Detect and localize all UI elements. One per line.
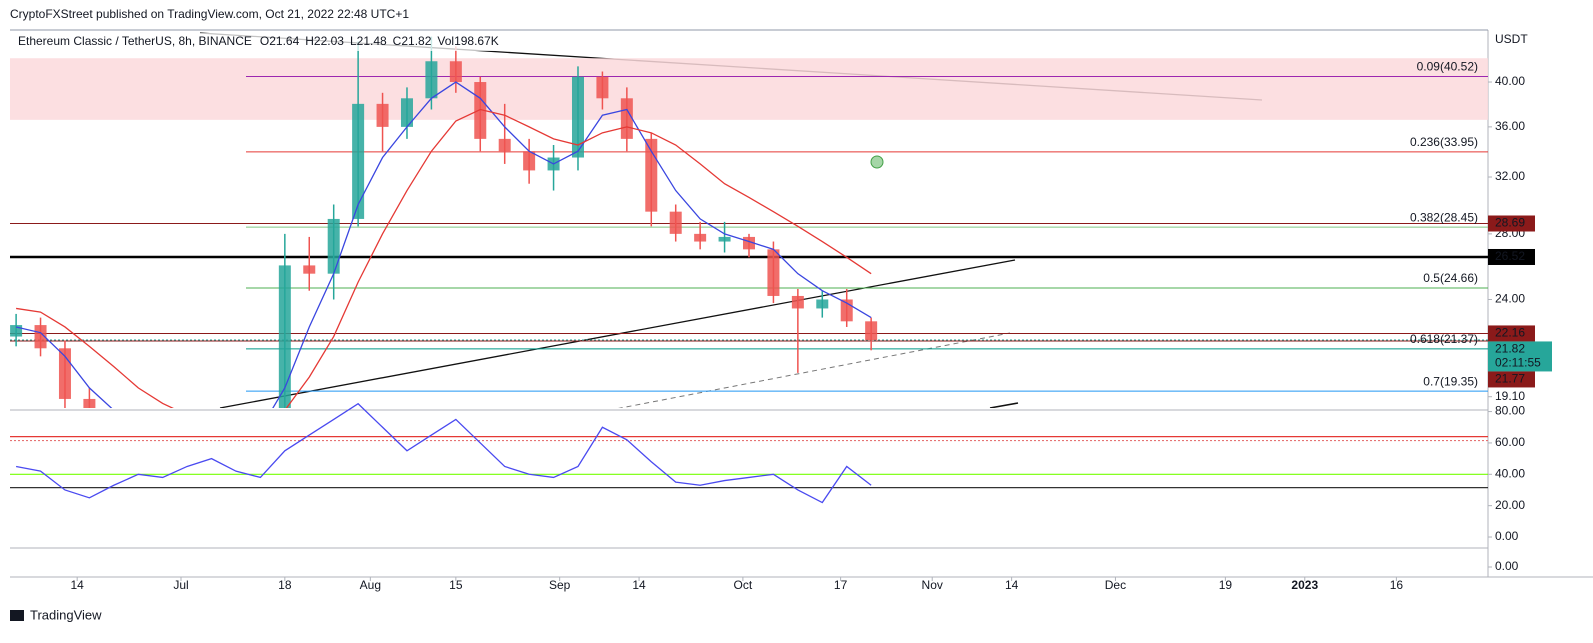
candle-body xyxy=(596,76,609,99)
legend-value: 22.03 xyxy=(314,34,344,48)
candle-body xyxy=(865,321,878,341)
x-tick-label: 16 xyxy=(1390,578,1404,592)
candle-body xyxy=(694,233,707,242)
price-label-box xyxy=(1488,341,1552,372)
price-label-box xyxy=(1488,248,1535,265)
legend-bg xyxy=(14,33,514,51)
countdown-label: 02:11:55 xyxy=(1495,356,1541,370)
resistance-zone xyxy=(10,58,1488,120)
candle-body xyxy=(571,76,584,158)
price-label-box xyxy=(1488,215,1535,232)
x-tick-label: 18 xyxy=(278,578,292,592)
x-tick-label: Sep xyxy=(549,578,571,592)
legend-key: Vol xyxy=(437,34,454,48)
candle-body xyxy=(523,151,536,171)
legend-key: L xyxy=(350,34,357,48)
x-tick-label: Oct xyxy=(734,578,753,592)
price-pane xyxy=(10,36,1488,408)
x-tick-label: 14 xyxy=(71,578,85,592)
price-label: 22.16 xyxy=(1495,326,1525,340)
x-tick-label: Jul xyxy=(173,578,188,592)
y-tick-label: 40.00 xyxy=(1495,74,1525,88)
x-tick-label: Nov xyxy=(922,578,943,592)
fib-label: 0.236(33.95) xyxy=(1410,135,1478,149)
brand-logo xyxy=(10,610,24,621)
fib-label: 0.382(28.45) xyxy=(1410,210,1478,224)
candle-body xyxy=(278,265,291,408)
candle-body xyxy=(83,398,96,408)
candle-body xyxy=(816,299,829,309)
y-tick-label: 24.00 xyxy=(1495,292,1525,306)
x-tick-label: 17 xyxy=(834,578,848,592)
y-tick-label: 19.10 xyxy=(1495,389,1525,403)
candle-body xyxy=(645,138,658,212)
candle-body xyxy=(449,61,462,83)
x-tick-label: Aug xyxy=(360,578,381,592)
y-tick-label: 60.00 xyxy=(1495,435,1525,449)
y-tick-label: 20.00 xyxy=(1495,498,1525,512)
y-tick-label: 40.00 xyxy=(1495,466,1525,480)
price-label-box xyxy=(1488,371,1535,388)
moving-average xyxy=(16,108,872,408)
x-tick-label: 14 xyxy=(1005,578,1019,592)
marker-circle xyxy=(870,155,884,169)
candle-body xyxy=(718,236,731,242)
y-tick-label: 0.00 xyxy=(1495,529,1519,543)
trend-line-dashed xyxy=(618,332,1011,408)
x-tick-label: 15 xyxy=(449,578,463,592)
price-label: 28.69 xyxy=(1495,216,1525,230)
y-tick-label: 0.00 xyxy=(1495,559,1519,573)
fib-label: 0.09(40.52) xyxy=(1417,60,1478,74)
y-axis-label: USDT xyxy=(1495,32,1528,46)
candle-body xyxy=(352,103,365,219)
fib-label: 0.7(19.35) xyxy=(1423,374,1478,388)
fib-label: 0.618(21.37) xyxy=(1410,332,1478,346)
x-tick-label: 19 xyxy=(1219,578,1233,592)
fib-label: 0.5(24.66) xyxy=(1423,271,1478,285)
y-tick-label: 36.00 xyxy=(1495,119,1525,133)
candle-body xyxy=(669,211,682,234)
legend-key: O xyxy=(260,34,269,48)
candle-body xyxy=(425,61,438,99)
legend-value: 198.67K xyxy=(454,34,499,48)
candle-body xyxy=(620,98,633,139)
footer-brand: TradingView xyxy=(30,607,102,622)
candle-body xyxy=(327,218,340,274)
candle-body xyxy=(400,98,413,127)
rsi-line xyxy=(15,402,872,504)
candle-body xyxy=(10,325,23,337)
legend-title: Ethereum Classic / TetherUS, 8h, BINANCE xyxy=(18,34,252,48)
x-tick-label: 2023 xyxy=(1291,578,1318,592)
legend-value: 21.48 xyxy=(357,34,387,48)
moving-average xyxy=(15,81,872,408)
x-tick-label: Dec xyxy=(1105,578,1126,592)
legend-value: 21.82 xyxy=(401,34,431,48)
price-label: 26.52 xyxy=(1495,249,1525,263)
candle-body xyxy=(34,325,47,349)
legend-key: C xyxy=(393,34,402,48)
published-line: CryptoFXStreet published on TradingView.… xyxy=(10,7,409,21)
trend-line xyxy=(989,402,1019,408)
candle-body xyxy=(767,249,780,296)
price-label: 21.82 xyxy=(1495,342,1525,356)
price-label: 21.77 xyxy=(1495,372,1525,386)
candle-body xyxy=(791,295,804,309)
legend-value: 21.64 xyxy=(269,34,299,48)
price-label-box xyxy=(1488,325,1535,342)
legend-key: H xyxy=(305,34,314,48)
candle-body xyxy=(376,103,389,127)
y-tick-label: 32.00 xyxy=(1495,169,1525,183)
x-tick-label: 14 xyxy=(632,578,646,592)
trend-line xyxy=(219,259,1016,408)
candle-body xyxy=(303,265,316,274)
y-tick-label: 80.00 xyxy=(1495,404,1525,418)
candle-body xyxy=(498,138,511,152)
